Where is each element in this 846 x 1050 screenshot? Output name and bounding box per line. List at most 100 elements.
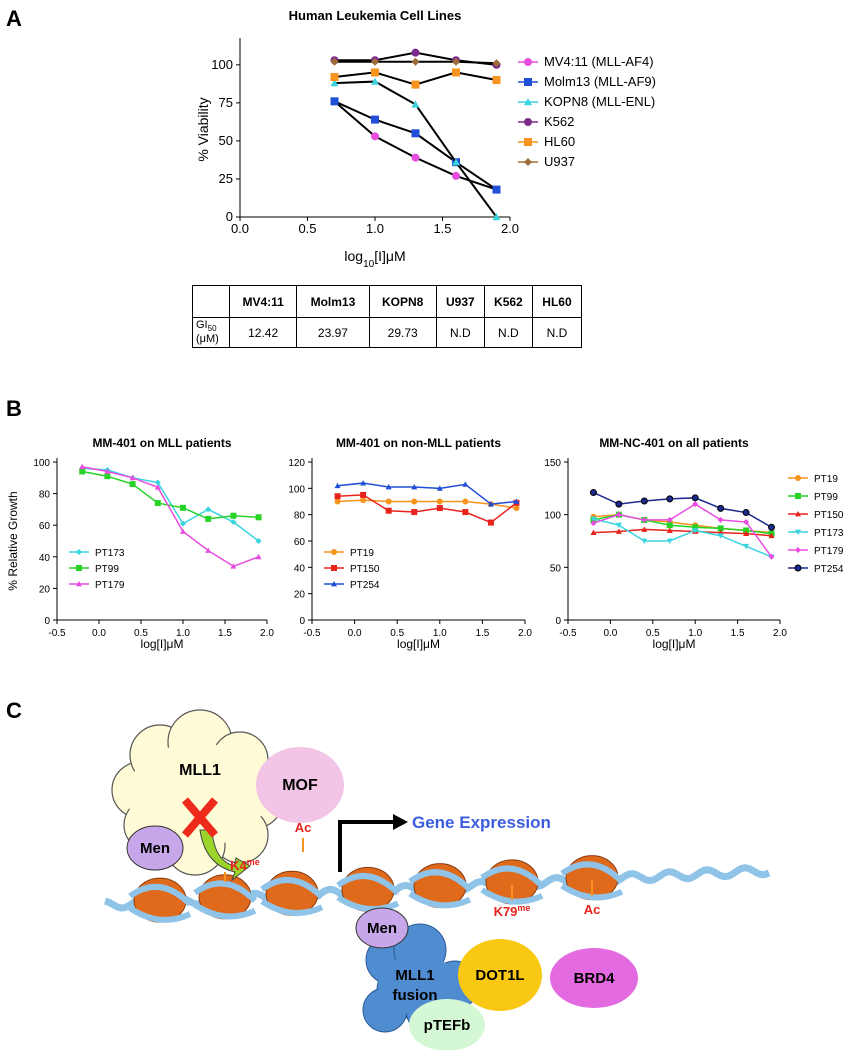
y-tick-label: 100 bbox=[288, 484, 305, 495]
data-point bbox=[411, 129, 420, 138]
x-tick-label: 1.0 bbox=[433, 628, 447, 639]
legend-marker bbox=[524, 158, 532, 166]
legend-marker bbox=[524, 78, 532, 86]
legend-marker bbox=[795, 475, 801, 481]
data-point bbox=[487, 519, 494, 526]
data-point bbox=[692, 524, 699, 531]
mark-sup: me bbox=[247, 857, 260, 867]
data-point bbox=[180, 528, 186, 534]
x-tick-label: 1.5 bbox=[475, 628, 489, 639]
x-tick-label: -0.5 bbox=[559, 628, 577, 639]
header-cell: U937 bbox=[435, 285, 485, 318]
dna-wrap bbox=[128, 883, 193, 923]
gene-expression-label: Gene Expression bbox=[412, 813, 551, 832]
legend-label: PT19 bbox=[350, 548, 374, 559]
x-tick-label: 1.0 bbox=[176, 628, 190, 639]
mark-label: Ac bbox=[584, 902, 601, 917]
legend-marker bbox=[795, 493, 801, 499]
legend-label: PT150 bbox=[814, 510, 844, 521]
x-tick-label: 1.5 bbox=[731, 628, 745, 639]
chart-title: Human Leukemia Cell Lines bbox=[289, 8, 462, 23]
data-point bbox=[330, 57, 339, 66]
legend-marker bbox=[76, 581, 82, 587]
dna-wrap bbox=[480, 865, 545, 905]
data-point bbox=[513, 498, 520, 504]
legend-marker bbox=[524, 118, 532, 126]
chart-title: MM-401 on non-MLL patients bbox=[336, 436, 501, 450]
x-tick-label: 0.0 bbox=[348, 628, 362, 639]
fit-line bbox=[337, 494, 517, 524]
cell: 12.42 bbox=[228, 317, 298, 348]
mof-node bbox=[256, 747, 344, 823]
data-point bbox=[717, 525, 724, 532]
data-point bbox=[371, 57, 379, 66]
x-axis-label-part: log bbox=[344, 248, 363, 264]
y-tick-label: 25 bbox=[219, 171, 233, 186]
gi50-table: MV4:11 Molm13 KOPN8 U937 K562 HL60 GI50(… bbox=[192, 285, 583, 348]
x-tick-label: 2.0 bbox=[260, 628, 274, 639]
data-point bbox=[330, 73, 339, 81]
legend-label: K562 bbox=[544, 114, 574, 129]
legend-label: PT254 bbox=[350, 580, 380, 591]
data-point bbox=[742, 509, 750, 517]
data-point bbox=[230, 563, 237, 569]
node-label: MOF bbox=[282, 777, 318, 794]
legend-marker bbox=[794, 564, 802, 572]
data-point bbox=[666, 522, 673, 529]
node-label: MLL1 bbox=[179, 762, 221, 779]
data-point bbox=[255, 553, 262, 560]
data-point bbox=[334, 498, 341, 505]
legend-marker bbox=[331, 549, 337, 555]
node-label: Men bbox=[140, 840, 170, 857]
y-tick-label: 0 bbox=[299, 616, 305, 627]
data-point bbox=[79, 463, 86, 470]
legend-label: PT173 bbox=[95, 548, 125, 559]
legend-marker bbox=[795, 529, 801, 535]
data-point bbox=[436, 498, 443, 505]
cell: N.D bbox=[531, 317, 583, 348]
data-point bbox=[129, 474, 136, 481]
chart-title: MM-401 on MLL patients bbox=[92, 436, 231, 450]
data-point bbox=[334, 493, 341, 500]
dna-wrap bbox=[260, 876, 325, 917]
data-point bbox=[717, 504, 725, 512]
data-point bbox=[768, 532, 775, 539]
dna-wrap bbox=[560, 861, 625, 901]
legend-marker bbox=[76, 565, 82, 571]
legend-label: PT99 bbox=[814, 492, 838, 503]
data-point bbox=[411, 498, 418, 505]
fit-line bbox=[337, 482, 517, 505]
data-point bbox=[462, 498, 469, 505]
data-point bbox=[385, 507, 392, 514]
data-point bbox=[768, 553, 775, 560]
data-point bbox=[452, 68, 460, 77]
data-point bbox=[615, 522, 622, 529]
mark-sup: me bbox=[517, 903, 530, 913]
node-label: fusion bbox=[393, 987, 438, 1004]
data-point bbox=[462, 509, 469, 516]
data-point bbox=[615, 500, 623, 508]
data-point bbox=[743, 527, 750, 534]
legend-marker bbox=[331, 581, 337, 587]
x-axis-label: log[I]μM bbox=[397, 637, 440, 651]
data-point bbox=[411, 509, 418, 516]
x-tick-label: 0.5 bbox=[646, 628, 660, 639]
chart-title: MM-NC-401 on all patients bbox=[599, 436, 749, 450]
data-point bbox=[717, 516, 724, 523]
inhibit-x bbox=[181, 797, 219, 838]
data-point bbox=[589, 489, 597, 497]
data-point bbox=[743, 519, 750, 526]
data-point bbox=[743, 530, 750, 537]
data-point bbox=[666, 516, 673, 523]
data-point bbox=[104, 473, 111, 480]
data-point bbox=[371, 77, 379, 85]
node-label: Men bbox=[367, 920, 397, 937]
legend-marker bbox=[795, 547, 801, 553]
fit-line bbox=[333, 100, 497, 191]
data-point bbox=[462, 481, 469, 487]
data-point bbox=[154, 500, 161, 507]
y-tick-label: 150 bbox=[544, 458, 561, 469]
mark-label: K4me bbox=[230, 857, 260, 873]
